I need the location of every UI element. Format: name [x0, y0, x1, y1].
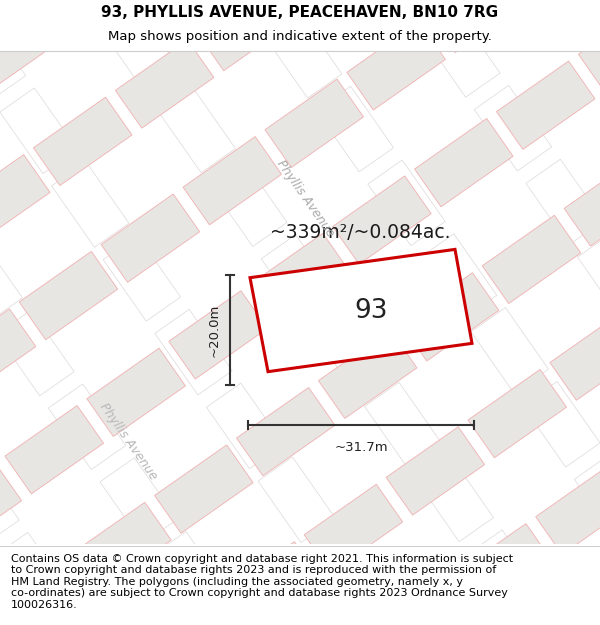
Polygon shape: [115, 40, 214, 128]
Polygon shape: [55, 0, 132, 25]
Polygon shape: [106, 13, 184, 99]
Polygon shape: [206, 383, 284, 469]
Text: Phyllis Avenue: Phyllis Avenue: [97, 401, 160, 482]
Polygon shape: [19, 251, 118, 339]
Polygon shape: [482, 215, 581, 304]
Polygon shape: [197, 0, 296, 71]
Polygon shape: [265, 79, 364, 168]
Polygon shape: [529, 0, 600, 22]
Polygon shape: [521, 621, 600, 625]
Polygon shape: [100, 458, 178, 543]
Polygon shape: [368, 160, 445, 246]
Polygon shape: [536, 466, 600, 554]
Polygon shape: [203, 606, 281, 625]
Polygon shape: [101, 194, 200, 282]
Polygon shape: [155, 309, 232, 395]
Polygon shape: [236, 388, 335, 476]
Text: Contains OS data © Crown copyright and database right 2021. This information is : Contains OS data © Crown copyright and d…: [11, 554, 513, 610]
Polygon shape: [73, 503, 171, 591]
Polygon shape: [419, 234, 497, 319]
Polygon shape: [468, 369, 566, 458]
Polygon shape: [0, 310, 74, 396]
Polygon shape: [0, 618, 7, 625]
Text: ~31.7m: ~31.7m: [334, 441, 388, 454]
Polygon shape: [213, 0, 290, 24]
Polygon shape: [574, 455, 600, 541]
Polygon shape: [140, 599, 239, 625]
Polygon shape: [319, 330, 417, 418]
Polygon shape: [103, 236, 181, 321]
Polygon shape: [332, 176, 431, 264]
Polygon shape: [52, 162, 129, 248]
Polygon shape: [429, 0, 527, 52]
Polygon shape: [454, 524, 552, 612]
Polygon shape: [5, 406, 103, 494]
Text: 93, PHYLLIS AVENUE, PEACEHAVEN, BN10 7RG: 93, PHYLLIS AVENUE, PEACEHAVEN, BN10 7RG: [101, 5, 499, 20]
Polygon shape: [313, 309, 391, 394]
Polygon shape: [415, 119, 513, 207]
Polygon shape: [0, 560, 89, 625]
Polygon shape: [422, 12, 500, 98]
Polygon shape: [471, 308, 548, 393]
Polygon shape: [0, 88, 77, 174]
Polygon shape: [361, 604, 439, 625]
Polygon shape: [169, 291, 268, 379]
Polygon shape: [45, 606, 122, 625]
Polygon shape: [400, 272, 499, 361]
Polygon shape: [0, 459, 19, 544]
Polygon shape: [183, 137, 281, 225]
Polygon shape: [0, 1, 64, 89]
Polygon shape: [310, 531, 387, 616]
Polygon shape: [0, 236, 22, 322]
Polygon shape: [251, 233, 349, 322]
Polygon shape: [265, 12, 342, 98]
Polygon shape: [34, 98, 132, 186]
Polygon shape: [0, 463, 22, 551]
Polygon shape: [49, 384, 126, 469]
Polygon shape: [258, 457, 335, 542]
Polygon shape: [250, 249, 472, 372]
Polygon shape: [365, 382, 442, 468]
Polygon shape: [0, 309, 36, 397]
Polygon shape: [468, 530, 545, 616]
Polygon shape: [526, 159, 600, 245]
Polygon shape: [581, 11, 600, 96]
Polygon shape: [152, 531, 229, 617]
Polygon shape: [347, 22, 445, 110]
Text: ~339m²/~0.084ac.: ~339m²/~0.084ac.: [270, 223, 450, 242]
Text: Map shows position and indicative extent of the property.: Map shows position and indicative extent…: [108, 31, 492, 43]
Polygon shape: [87, 348, 185, 436]
Polygon shape: [497, 61, 595, 149]
Polygon shape: [316, 86, 394, 172]
Polygon shape: [578, 4, 600, 92]
Polygon shape: [578, 233, 600, 319]
Polygon shape: [371, 0, 448, 23]
Polygon shape: [48, 0, 146, 31]
Polygon shape: [550, 312, 600, 400]
Polygon shape: [209, 161, 287, 246]
Polygon shape: [0, 14, 26, 100]
Polygon shape: [0, 532, 71, 618]
Polygon shape: [155, 445, 253, 533]
Polygon shape: [474, 86, 551, 171]
Polygon shape: [416, 456, 494, 542]
Polygon shape: [520, 604, 597, 625]
Text: ~20.0m: ~20.0m: [208, 304, 221, 357]
Polygon shape: [564, 158, 600, 246]
Polygon shape: [304, 484, 403, 572]
Text: Phyllis Avenue: Phyllis Avenue: [274, 158, 337, 239]
Polygon shape: [222, 542, 321, 625]
Polygon shape: [279, 0, 378, 13]
Polygon shape: [261, 234, 339, 320]
Polygon shape: [158, 87, 235, 172]
Text: 93: 93: [355, 298, 388, 324]
Polygon shape: [523, 381, 600, 467]
Polygon shape: [386, 427, 485, 515]
Polygon shape: [0, 154, 50, 243]
Polygon shape: [372, 581, 470, 625]
